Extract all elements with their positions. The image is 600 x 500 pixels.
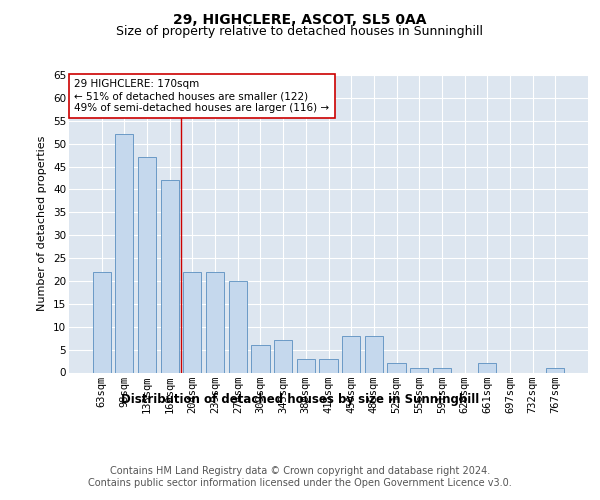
Text: Distribution of detached houses by size in Sunninghill: Distribution of detached houses by size … xyxy=(121,392,479,406)
Bar xyxy=(433,368,451,372)
Text: 29, HIGHCLERE, ASCOT, SL5 0AA: 29, HIGHCLERE, ASCOT, SL5 0AA xyxy=(173,12,427,26)
Bar xyxy=(161,180,179,372)
Bar xyxy=(206,272,224,372)
Bar xyxy=(478,364,496,372)
Bar xyxy=(342,336,360,372)
Bar xyxy=(229,281,247,372)
Bar xyxy=(251,345,269,372)
Bar xyxy=(410,368,428,372)
Y-axis label: Number of detached properties: Number of detached properties xyxy=(37,136,47,312)
Bar xyxy=(297,359,315,372)
Bar xyxy=(92,272,111,372)
Text: Size of property relative to detached houses in Sunninghill: Size of property relative to detached ho… xyxy=(116,25,484,38)
Bar xyxy=(546,368,565,372)
Bar xyxy=(319,359,338,372)
Text: 29 HIGHCLERE: 170sqm
← 51% of detached houses are smaller (122)
49% of semi-deta: 29 HIGHCLERE: 170sqm ← 51% of detached h… xyxy=(74,80,329,112)
Bar xyxy=(388,364,406,372)
Bar xyxy=(115,134,133,372)
Text: Contains HM Land Registry data © Crown copyright and database right 2024.
Contai: Contains HM Land Registry data © Crown c… xyxy=(88,466,512,487)
Bar xyxy=(365,336,383,372)
Bar xyxy=(184,272,202,372)
Bar xyxy=(138,158,156,372)
Bar xyxy=(274,340,292,372)
